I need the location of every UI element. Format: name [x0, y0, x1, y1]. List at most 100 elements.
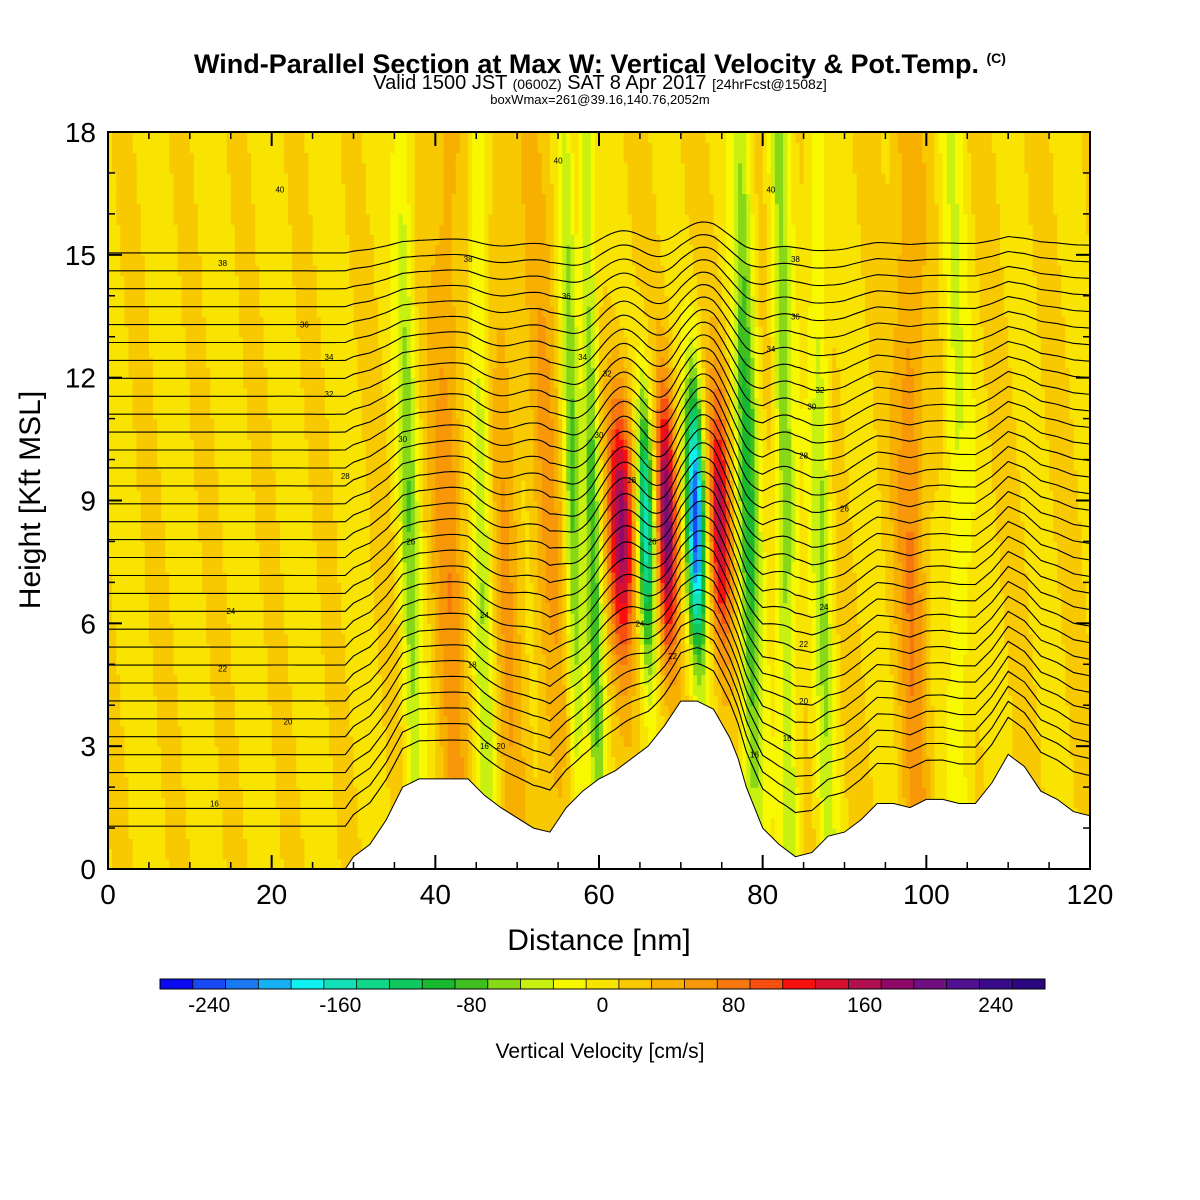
velocity-cell — [116, 777, 121, 788]
velocity-cell — [182, 603, 187, 614]
velocity-cell — [321, 716, 326, 727]
velocity-cell — [259, 214, 264, 225]
velocity-cell — [124, 644, 129, 655]
velocity-cell — [112, 245, 117, 256]
velocity-cell — [149, 173, 154, 184]
velocity-cell — [255, 234, 260, 245]
velocity-cell — [276, 797, 281, 808]
velocity-cell — [309, 419, 314, 430]
velocity-cell — [378, 808, 383, 819]
velocity-cell — [112, 132, 117, 143]
velocity-cell — [157, 746, 162, 757]
velocity-cell — [349, 265, 354, 276]
velocity-cell — [382, 634, 387, 645]
velocity-cell — [133, 429, 138, 440]
velocity-cell — [321, 726, 326, 737]
velocity-cell — [153, 726, 158, 737]
velocity-cell — [255, 501, 260, 512]
velocity-cell — [374, 224, 379, 235]
velocity-cell — [137, 756, 142, 767]
velocity-cell — [169, 490, 174, 501]
velocity-cell — [235, 634, 240, 645]
velocity-cell — [141, 224, 146, 235]
velocity-cell — [178, 255, 183, 266]
velocity-cell — [169, 183, 174, 194]
velocity-cell — [124, 224, 129, 235]
velocity-cell — [206, 644, 211, 655]
velocity-cell — [206, 664, 211, 675]
velocity-cell — [219, 245, 224, 256]
velocity-cell — [321, 224, 326, 235]
velocity-cell — [227, 193, 232, 204]
velocity-cell — [223, 470, 228, 481]
velocity-cell — [337, 603, 342, 614]
velocity-cell — [149, 828, 154, 839]
velocity-cell — [202, 613, 207, 624]
velocity-cell — [137, 654, 142, 665]
velocity-cell — [313, 316, 318, 327]
velocity-cell — [341, 572, 346, 583]
velocity-cell — [309, 787, 314, 798]
velocity-cell — [366, 204, 371, 215]
velocity-cell — [182, 716, 187, 727]
velocity-cell — [169, 234, 174, 245]
velocity-cell — [374, 183, 379, 194]
velocity-cell — [169, 224, 174, 235]
velocity-cell — [264, 439, 269, 450]
velocity-cell — [182, 378, 187, 389]
velocity-cell — [284, 214, 289, 225]
velocity-cell — [223, 675, 228, 686]
velocity-cell — [141, 541, 146, 552]
velocity-cell — [276, 685, 281, 696]
velocity-cell — [124, 603, 129, 614]
velocity-cell — [198, 736, 203, 747]
velocity-cell — [243, 562, 248, 573]
velocity-cell — [313, 419, 318, 430]
velocity-cell — [345, 644, 350, 655]
velocity-cell — [317, 367, 322, 378]
velocity-cell — [157, 173, 162, 184]
velocity-cell — [223, 726, 228, 737]
velocity-cell — [378, 470, 383, 481]
velocity-cell — [341, 183, 346, 194]
velocity-cell — [341, 142, 346, 153]
velocity-cell — [157, 808, 162, 819]
velocity-cell — [280, 593, 285, 604]
velocity-cell — [268, 224, 273, 235]
velocity-cell — [317, 234, 322, 245]
velocity-cell — [202, 634, 207, 645]
velocity-cell — [337, 511, 342, 522]
velocity-cell — [317, 726, 322, 737]
velocity-cell — [157, 255, 162, 266]
velocity-cell — [268, 173, 273, 184]
velocity-cell — [337, 787, 342, 798]
velocity-cell — [186, 163, 191, 174]
velocity-cell — [317, 470, 322, 481]
velocity-cell — [325, 327, 330, 338]
velocity-cell — [198, 562, 203, 573]
velocity-cell — [161, 716, 166, 727]
velocity-cell — [202, 797, 207, 808]
velocity-cell — [137, 562, 142, 573]
velocity-cell — [321, 675, 326, 686]
velocity-cell — [129, 153, 134, 164]
velocity-cell — [202, 173, 207, 184]
velocity-cell — [219, 675, 224, 686]
velocity-cell — [317, 214, 322, 225]
velocity-cell — [284, 541, 289, 552]
velocity-cell — [313, 716, 318, 727]
velocity-cell — [362, 132, 367, 143]
velocity-cell — [247, 736, 252, 747]
velocity-cell — [169, 849, 174, 860]
velocity-cell — [129, 193, 134, 204]
velocity-cell — [219, 347, 224, 358]
velocity-cell — [296, 756, 301, 767]
velocity-cell — [386, 296, 391, 307]
velocity-cell — [133, 173, 138, 184]
velocity-cell — [264, 664, 269, 675]
velocity-cell — [362, 347, 367, 358]
velocity-cell — [141, 245, 146, 256]
velocity-cell — [309, 613, 314, 624]
velocity-cell — [333, 275, 338, 286]
velocity-cell — [313, 572, 318, 583]
